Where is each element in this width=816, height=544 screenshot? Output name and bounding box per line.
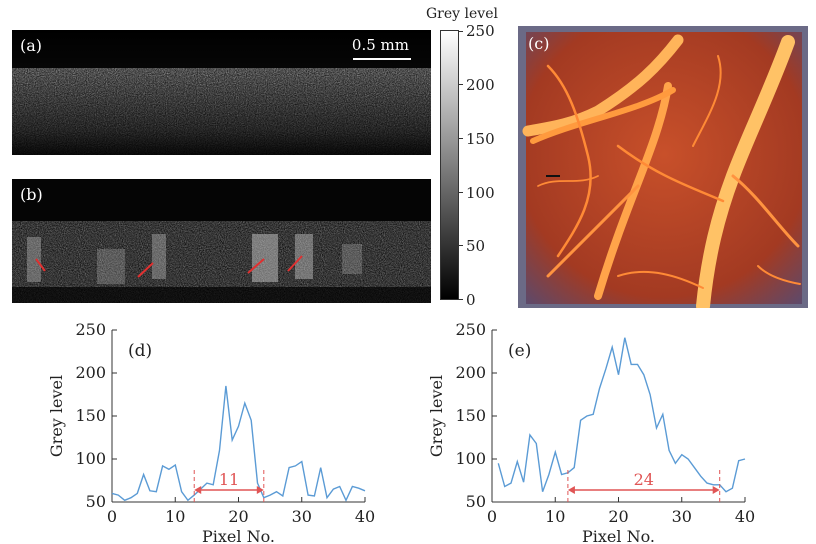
- x-tick-label: 30: [292, 507, 312, 526]
- vessel: [530, 87, 676, 144]
- annotation-label: 11: [219, 470, 239, 489]
- series-line: [111, 385, 366, 502]
- x-tick-label: 0: [107, 507, 117, 526]
- panel-label-c: (c): [528, 34, 550, 53]
- oct-texture-a: [12, 30, 431, 155]
- vessel: [692, 55, 722, 147]
- vessel: [537, 175, 599, 187]
- x-tick-label: 20: [608, 507, 628, 526]
- colorbar-tick: 100: [466, 184, 495, 202]
- y-tick-label: 200: [75, 363, 106, 382]
- flow-spot: [342, 244, 362, 274]
- angiography-image: (c): [518, 26, 808, 308]
- line-chart-e: 50 100 150 200 250 0 10 20 30 40 Pixel No. Grey lev…: [427, 320, 755, 544]
- vessel: [616, 144, 725, 203]
- annotation-label: 24: [634, 470, 654, 489]
- x-tick-label: 40: [735, 507, 755, 526]
- y-tick-label: 250: [75, 320, 106, 339]
- colorbar-tickmark: [458, 31, 463, 32]
- colorbar-tick: 50: [466, 237, 486, 255]
- y-tick-label: 150: [75, 406, 106, 425]
- red-arrow: [287, 255, 303, 272]
- flow-spot: [295, 234, 313, 279]
- oct-texture-b: [12, 179, 431, 303]
- x-tick-label: 10: [545, 507, 565, 526]
- colorbar: [440, 30, 459, 300]
- y-tick-label: 100: [455, 449, 486, 468]
- colorbar-tickmark: [458, 138, 463, 139]
- flow-spot: [27, 237, 41, 282]
- y-tick-label: 100: [75, 449, 106, 468]
- y-tick-label: 150: [455, 406, 486, 425]
- colorbar-tick: 200: [466, 76, 495, 94]
- oct-image-b: (b): [12, 179, 431, 303]
- flow-spot: [152, 234, 166, 279]
- line-chart-d: 50 100 150 200 250 0 10 20 30 40 Pixel No. Grey lev…: [47, 320, 375, 544]
- colorbar-tickmark: [458, 84, 463, 85]
- y-tick-label: 50: [86, 492, 106, 511]
- series-line: [497, 337, 746, 493]
- vessel-render: [518, 26, 808, 308]
- panel-label: (d): [128, 341, 152, 361]
- annotation-arrowhead: [256, 486, 264, 494]
- flow-spot: [252, 234, 278, 282]
- flow-spot: [97, 249, 125, 284]
- colorbar-tickmark: [458, 245, 463, 246]
- red-arrow: [137, 262, 154, 278]
- y-axis-label: Grey level: [427, 375, 446, 457]
- colorbar-tickmark: [458, 192, 463, 193]
- vessel: [757, 265, 801, 285]
- x-tick-label: 40: [355, 507, 375, 526]
- x-axis-label: Pixel No.: [202, 527, 275, 544]
- colorbar-tick: 150: [466, 130, 495, 148]
- panel-label-a: (a): [20, 36, 43, 55]
- x-tick-label: 10: [165, 507, 185, 526]
- vessel: [594, 82, 672, 300]
- annotation-arrowhead: [712, 486, 720, 494]
- y-axis-label: Grey level: [47, 375, 66, 457]
- y-tick-label: 200: [455, 363, 486, 382]
- colorbar-tickmark: [458, 299, 463, 300]
- panel-label: (e): [508, 341, 531, 361]
- scalebar-line: [353, 58, 411, 60]
- annotation-arrowhead: [567, 486, 575, 494]
- annotation-arrowhead: [194, 486, 202, 494]
- panel-label-b: (b): [20, 185, 43, 204]
- y-tick-label: 250: [455, 320, 486, 339]
- red-arrow: [35, 258, 46, 272]
- vessel: [731, 174, 800, 248]
- x-axis-label: Pixel No.: [582, 527, 655, 544]
- vessel: [546, 64, 592, 258]
- vessel: [522, 34, 684, 137]
- colorbar-tick: 250: [466, 22, 495, 40]
- vessel: [617, 270, 704, 289]
- x-tick-label: 0: [487, 507, 497, 526]
- x-tick-label: 20: [228, 507, 248, 526]
- colorbar-title: Grey level: [426, 6, 498, 22]
- vessel: [546, 184, 640, 278]
- colorbar-tick: 0: [466, 291, 476, 309]
- scalebar-label: 0.5 mm: [351, 36, 409, 54]
- red-arrow: [247, 258, 265, 274]
- y-tick-label: 50: [466, 492, 486, 511]
- oct-image-a: (a) 0.5 mm: [12, 30, 431, 155]
- x-tick-label: 30: [672, 507, 692, 526]
